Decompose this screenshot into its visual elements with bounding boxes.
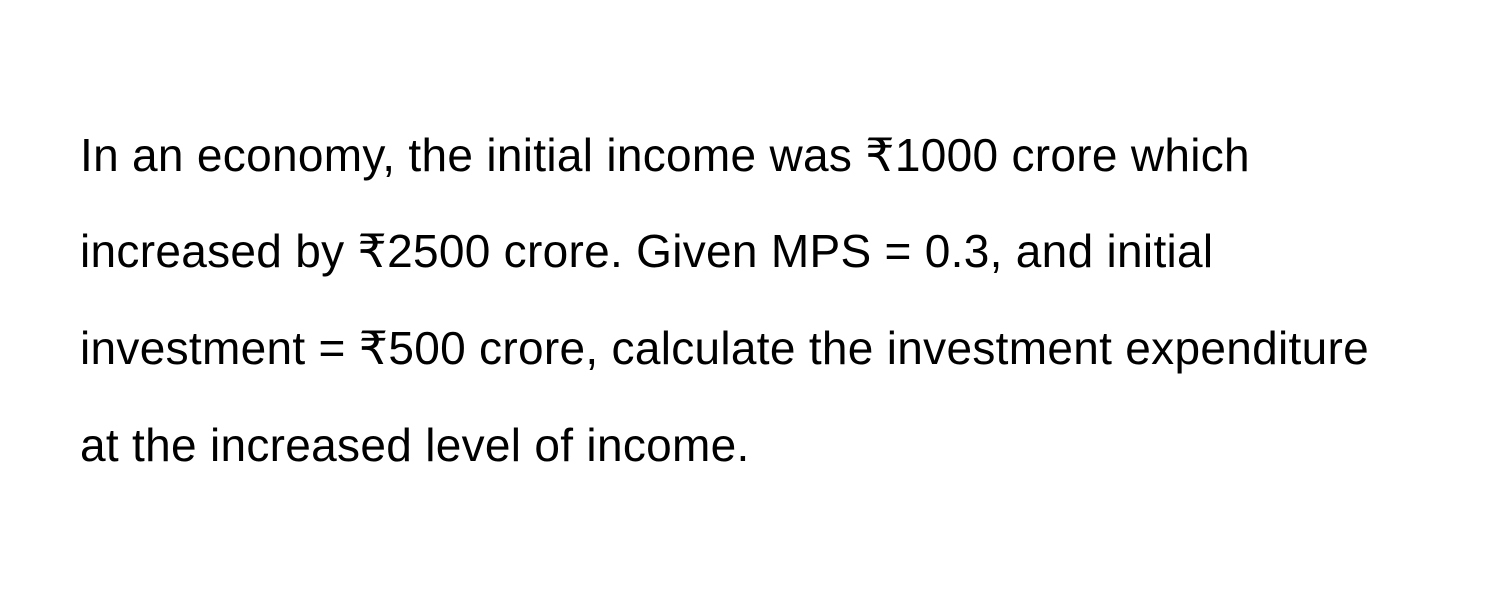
problem-statement: In an economy, the initial income was ₹1…: [80, 107, 1420, 493]
